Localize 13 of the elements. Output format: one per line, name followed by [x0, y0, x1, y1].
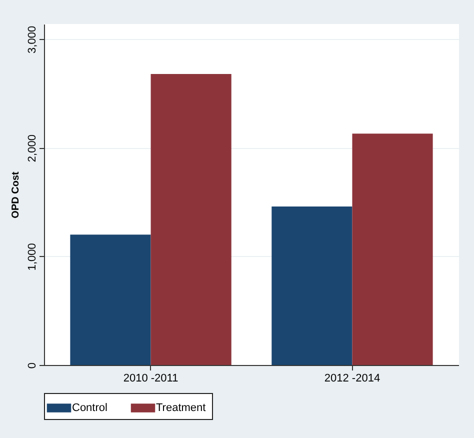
- y-tick-label: 0: [26, 362, 38, 369]
- y-tick-label: 3,000: [26, 26, 38, 54]
- bar: [70, 234, 151, 365]
- bar: [352, 134, 433, 365]
- x-tick-label: 2010 -2011: [123, 372, 178, 384]
- legend-label: Control: [72, 402, 108, 414]
- bar: [272, 206, 352, 365]
- y-axis-title: OPD Cost: [10, 170, 22, 218]
- x-tick-label: 2012 -2014: [324, 372, 380, 384]
- bar: [150, 74, 232, 365]
- legend-label: Treatment: [156, 402, 206, 414]
- y-tick-label: 2,000: [26, 134, 38, 162]
- y-tick-label: 1,000: [26, 243, 38, 271]
